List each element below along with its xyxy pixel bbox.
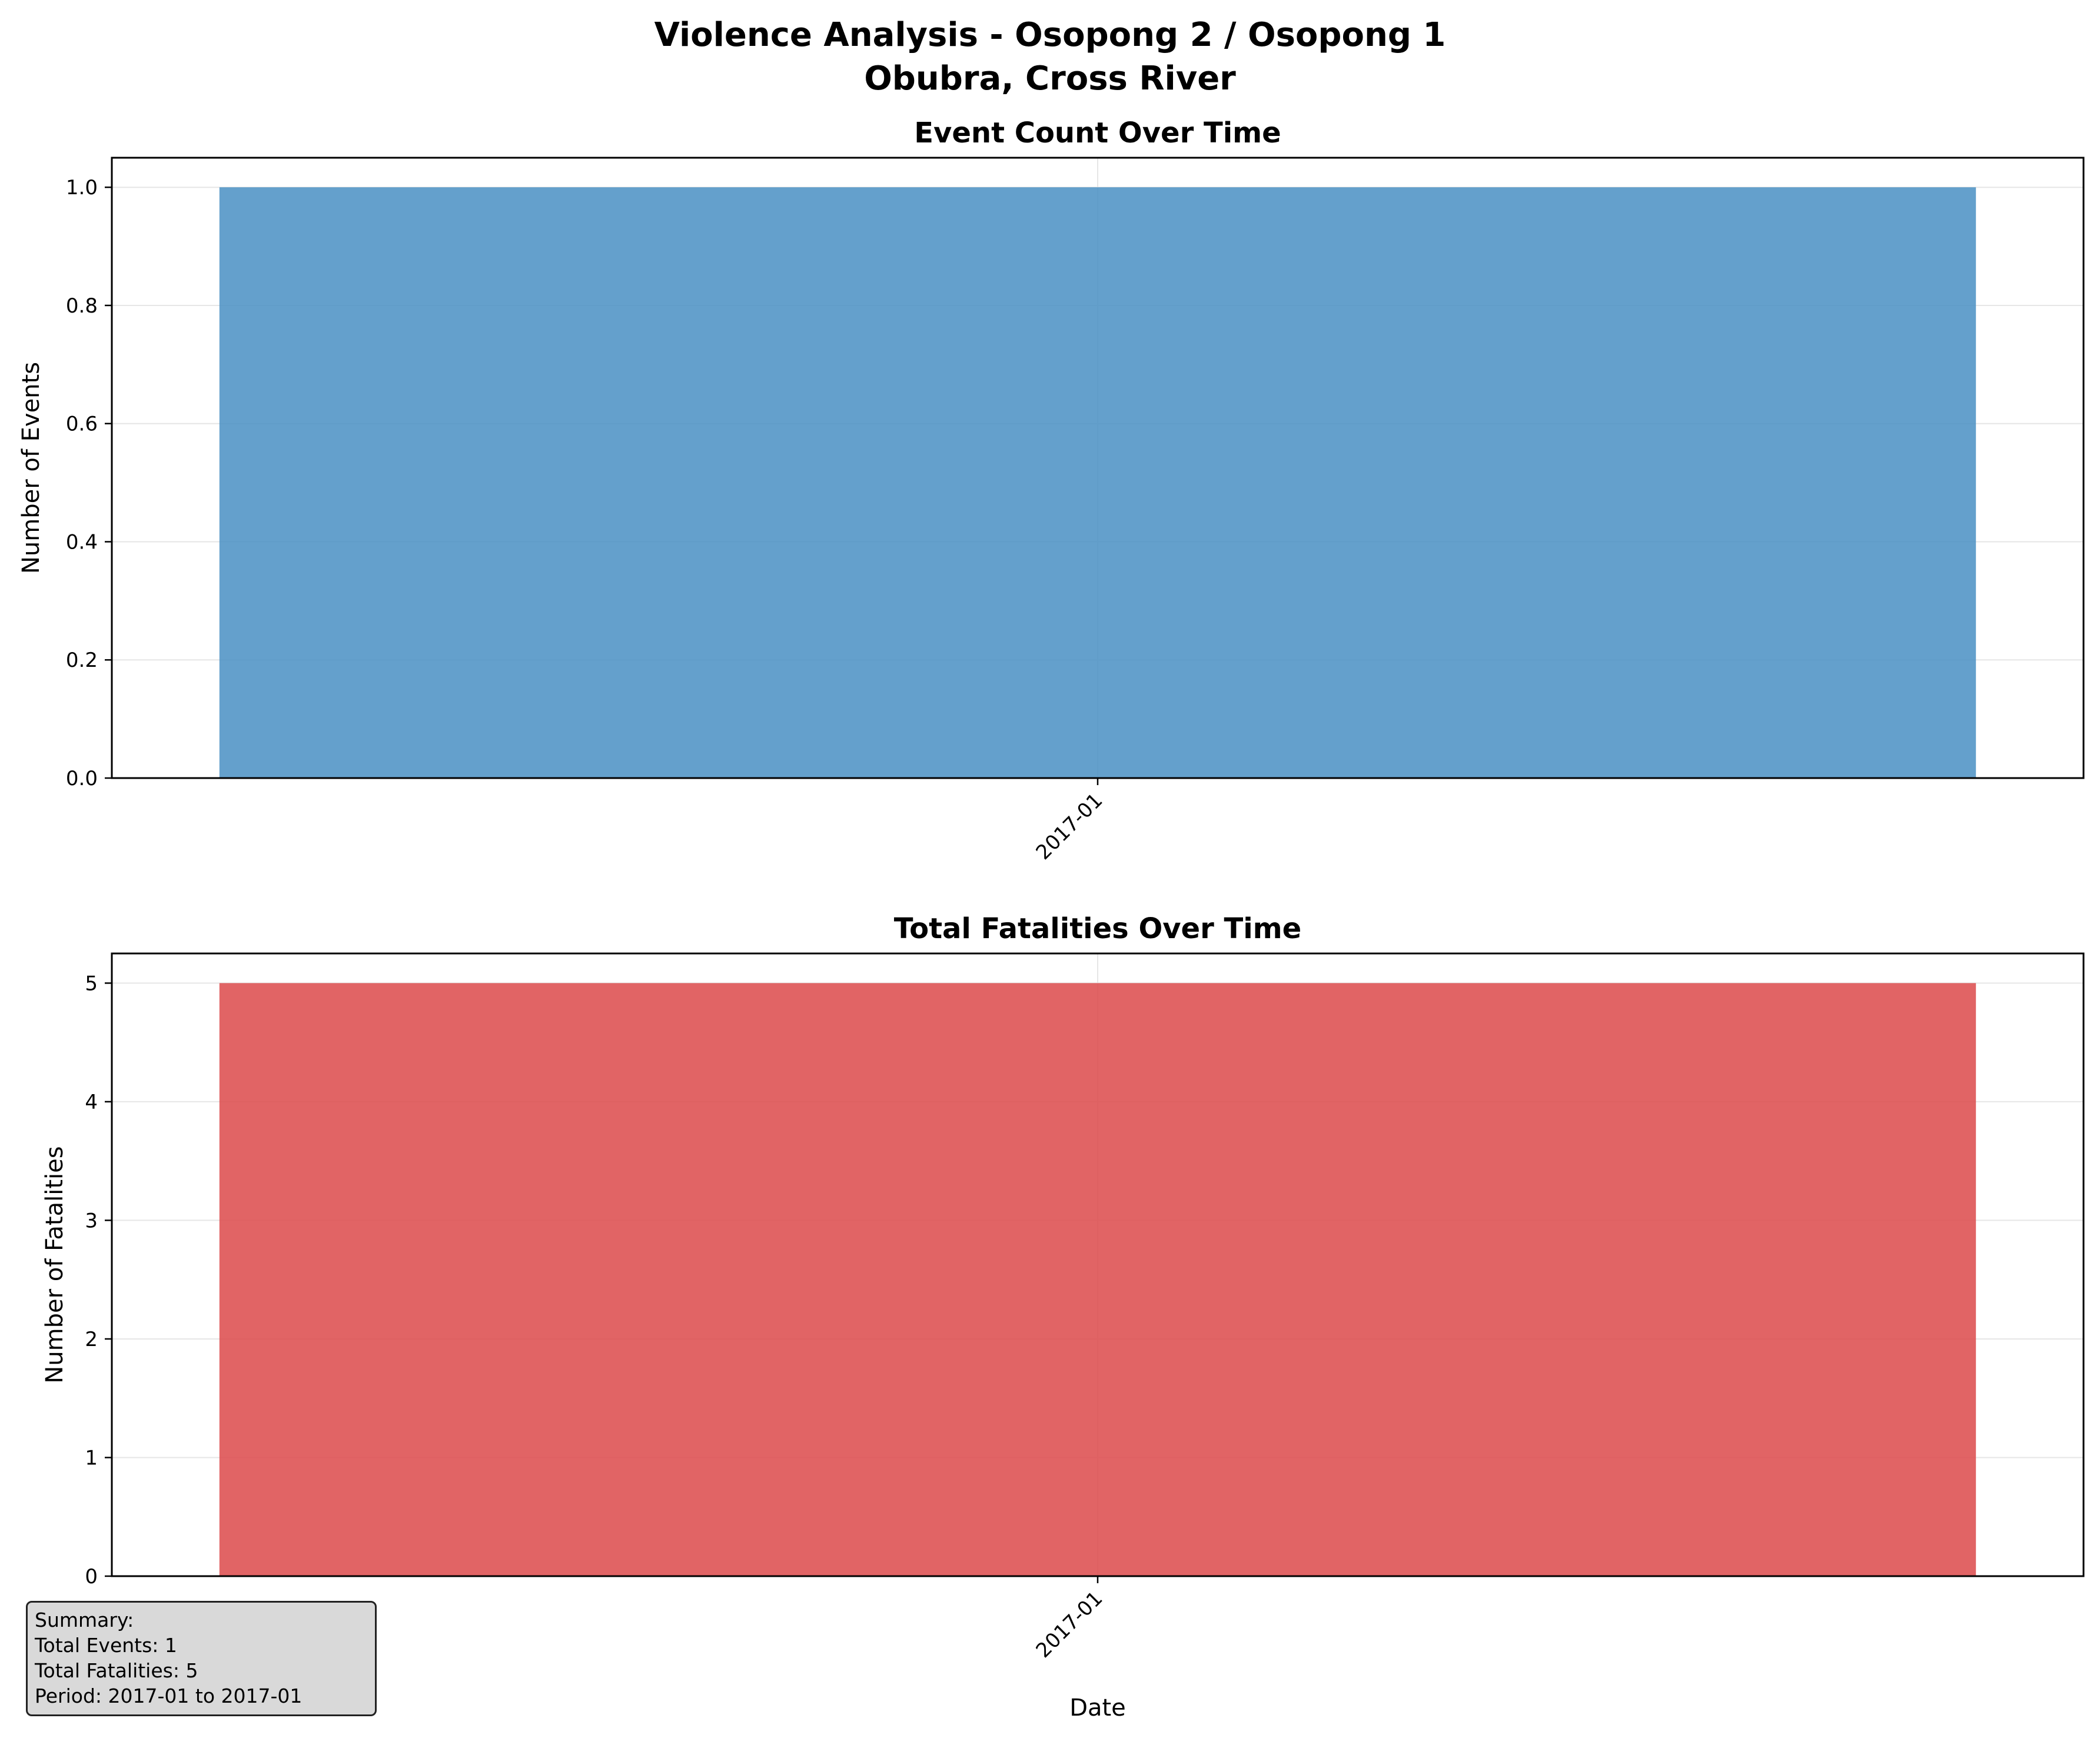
event-count-chart: 0.0 0.2 0.4 0.6 0.8 1.0 2017-01 Event Count Ove… <box>18 117 2085 865</box>
summary-box: Summary: Total Events: 1 Total Fatalitie… <box>26 1601 377 1716</box>
event-ytick-label-1: 0.2 <box>66 649 98 672</box>
summary-heading: Summary: <box>35 1609 134 1631</box>
event-xtick-label-0: 2017-01 <box>1032 789 1108 865</box>
event-ytick-label-5: 1.0 <box>66 176 98 200</box>
event-ytick-label-2: 0.4 <box>66 530 98 554</box>
fatalities-ytick-label-0: 0 <box>85 1565 98 1589</box>
fatalities-ytick-label-5: 5 <box>85 972 98 995</box>
fatalities-chart: 0 1 2 3 4 5 2017-01 Total Fatalities Over Time N… <box>41 912 2085 1722</box>
fatalities-chart-title: Total Fatalities Over Time <box>894 912 1301 945</box>
fatalities-xtick-label-0: 2017-01 <box>1032 1587 1108 1663</box>
fatalities-ytick-label-2: 2 <box>85 1328 98 1351</box>
fatalities-x-axis-label: Date <box>1069 1694 1126 1722</box>
event-y-axis-label: Number of Events <box>18 362 45 574</box>
summary-total-fatalities: Total Fatalities: 5 <box>35 1659 198 1682</box>
event-chart-title: Event Count Over Time <box>914 117 1281 149</box>
summary-period: Period: 2017-01 to 2017-01 <box>35 1684 303 1707</box>
event-bar-0 <box>219 187 1976 778</box>
fatalities-ytick-label-1: 1 <box>85 1446 98 1470</box>
event-ytick-label-0: 0.0 <box>66 767 98 790</box>
event-ytick-label-4: 0.8 <box>66 294 98 318</box>
fatalities-ytick-label-3: 3 <box>85 1209 98 1232</box>
event-ytick-label-3: 0.6 <box>66 413 98 436</box>
summary-total-events: Total Events: 1 <box>35 1634 177 1657</box>
fatalities-bar-0 <box>219 983 1976 1576</box>
fatalities-y-axis-label: Number of Fatalities <box>41 1146 68 1383</box>
fatalities-ytick-label-4: 4 <box>85 1091 98 1114</box>
figure-title-line1: Violence Analysis - Osopong 2 / Osopong … <box>654 16 1446 54</box>
figure-title-line2: Obubra, Cross River <box>864 59 1236 98</box>
